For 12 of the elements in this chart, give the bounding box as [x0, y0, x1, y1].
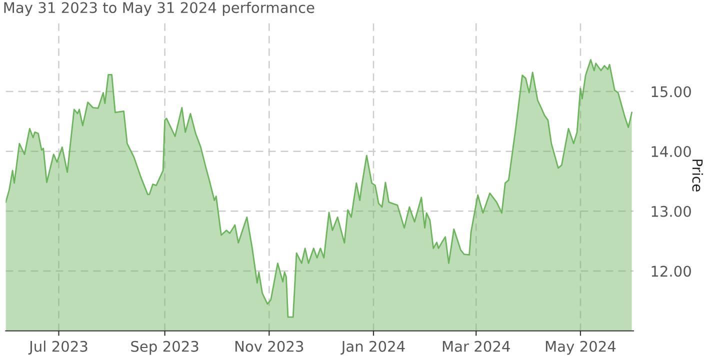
y2-axis-title: Price [692, 160, 704, 192]
x-tick-label: Jan 2024 [340, 340, 405, 355]
x-tick-label: Mar 2024 [442, 340, 510, 352]
y2-tick-label: 12.00 [652, 266, 691, 277]
chart-title: May 31 2023 to May 31 2024 performance [4, 2, 314, 16]
x-tick-label: Jul 2023 [28, 340, 88, 355]
y2-tick-label: 15.00 [652, 86, 691, 98]
x-tick-label: Nov 2023 [235, 340, 304, 352]
x-tick-label: Sep 2023 [131, 340, 198, 355]
y2-tick-label: 13.00 [652, 206, 691, 217]
y2-tick-label: 14.00 [652, 146, 691, 158]
x-tick-label: May 2024 [546, 340, 616, 355]
